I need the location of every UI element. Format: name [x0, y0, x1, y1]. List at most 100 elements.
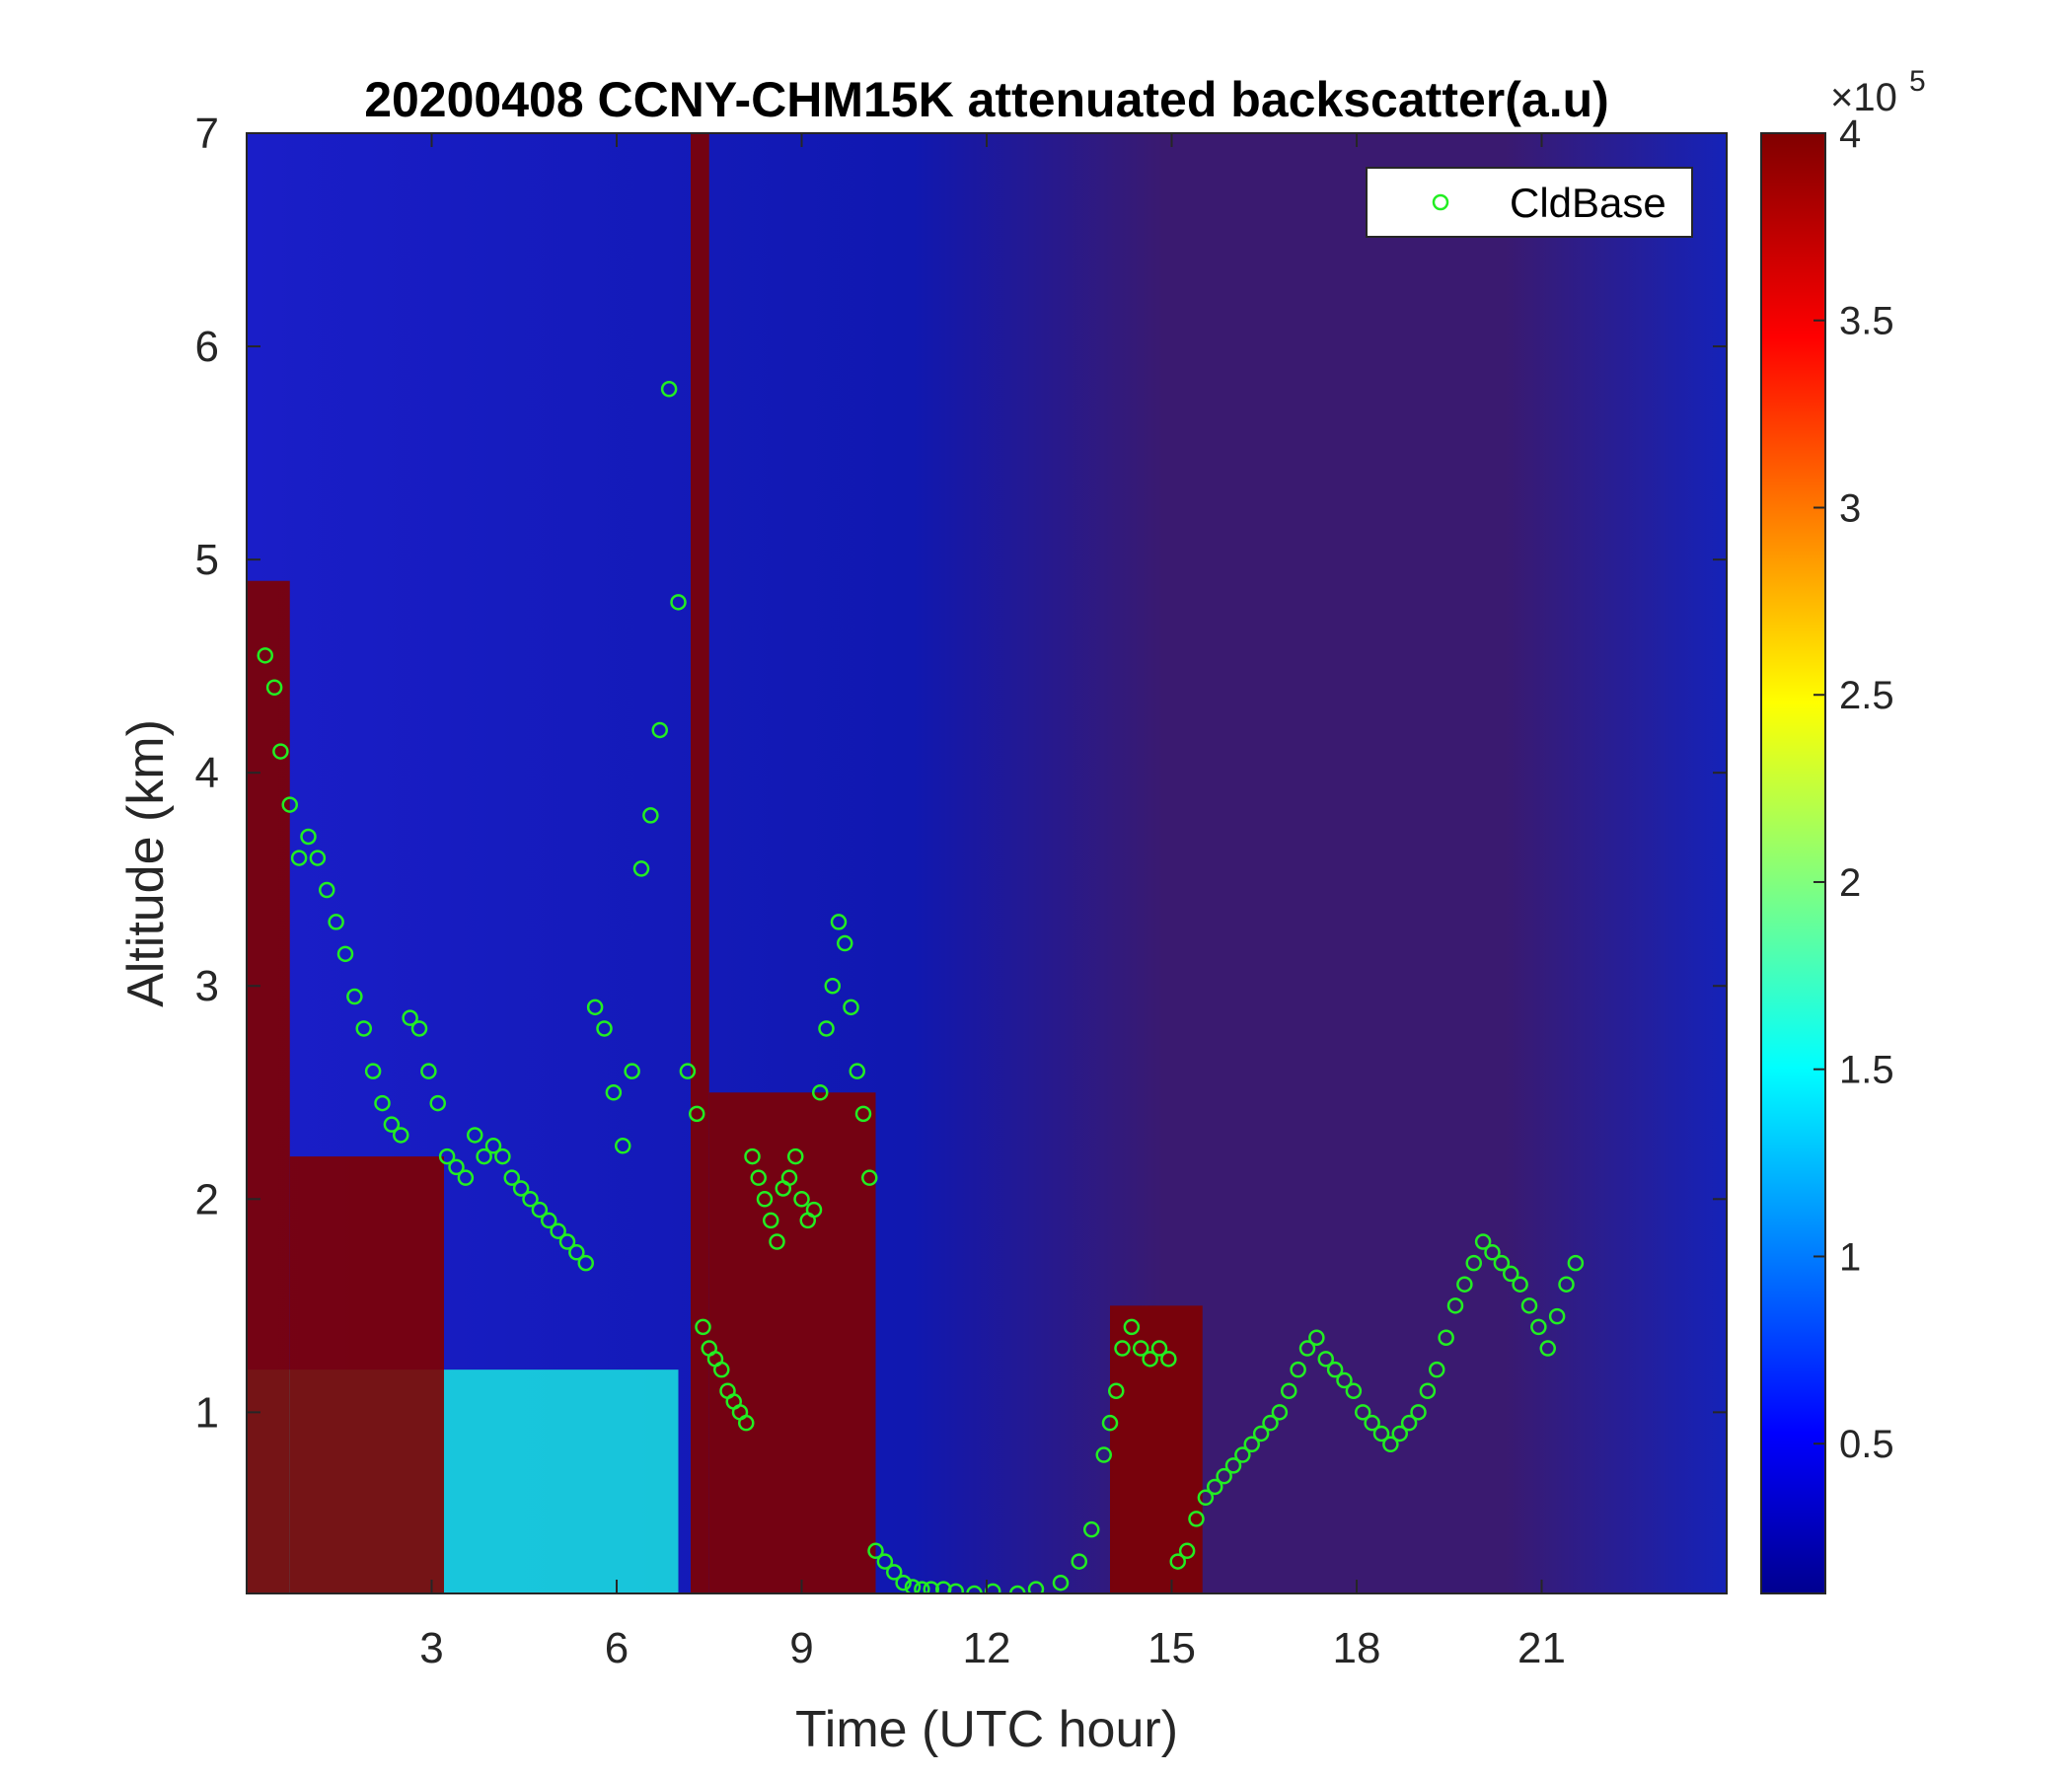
- colorbar-ticks: 0.5 1 1.5 2 2.5 3 3.5 4: [1813, 112, 1894, 1466]
- cldbase-point: [1567, 1254, 1585, 1272]
- colorbar-gradient: [1760, 132, 1826, 1594]
- cldbase-point: [1298, 1340, 1316, 1357]
- cldbase-point: [309, 850, 327, 866]
- cldbase-point: [402, 1009, 418, 1026]
- cldbase-point: [265, 679, 283, 697]
- cldbase-point: [1391, 1425, 1408, 1443]
- legend-label-cldbase: CldBase: [1510, 180, 1666, 226]
- cldbase-point: [624, 1063, 640, 1079]
- y-tick-label: 5: [195, 536, 219, 584]
- cldbase-point: [632, 860, 650, 877]
- cldbase-point: [843, 999, 859, 1016]
- cldbase-point: [854, 1105, 872, 1123]
- cldbase-point: [914, 1581, 930, 1593]
- cldbase-point: [429, 1094, 446, 1112]
- cldbase-point: [1520, 1297, 1538, 1314]
- cldbase-point: [1071, 1553, 1087, 1570]
- x-tick-label: 12: [963, 1624, 1011, 1672]
- cldbase-point: [895, 1574, 912, 1591]
- cldbase-point: [1150, 1340, 1168, 1357]
- heatmap-region: [289, 1156, 444, 1593]
- cldbase-point: [904, 1579, 922, 1593]
- x-tick-label: 15: [1147, 1624, 1196, 1672]
- cldbase-point: [1101, 1414, 1119, 1432]
- cldbase-point: [787, 1147, 804, 1165]
- cldbase-point: [1317, 1351, 1334, 1368]
- cldbase-point: [1027, 1581, 1045, 1593]
- cldbase-point: [257, 647, 273, 664]
- cldbase-point: [1188, 1511, 1205, 1527]
- cldbase-point: [1364, 1414, 1380, 1432]
- cldbase-point: [1539, 1340, 1556, 1357]
- cldbase-point: [830, 914, 848, 930]
- cldbase-point: [756, 1191, 774, 1208]
- cldbase-point: [1178, 1542, 1196, 1560]
- colorbar-tick-label: 0.5: [1839, 1423, 1894, 1466]
- cldbase-point: [467, 1127, 483, 1144]
- cldbase-point: [837, 934, 853, 952]
- cldbase-point: [642, 807, 659, 824]
- y-tick-label: 4: [195, 749, 219, 797]
- legend-box: [1366, 167, 1693, 238]
- colorbar-tick-label: 2.5: [1839, 674, 1894, 717]
- x-tick-label: 21: [1517, 1624, 1566, 1672]
- cldbase-point: [1009, 1585, 1026, 1593]
- cldbase-point: [383, 1116, 401, 1133]
- cldbase-point: [420, 1063, 437, 1079]
- cldbase-point: [568, 1244, 585, 1261]
- cldbase-point: [1419, 1382, 1437, 1399]
- cldbase-point: [1095, 1446, 1112, 1463]
- cldbase-point: [1108, 1382, 1125, 1399]
- cldbase-point: [818, 1020, 835, 1037]
- cldbase-point: [793, 1191, 810, 1208]
- cldbase-point: [558, 1233, 576, 1250]
- cldbase-point: [1382, 1436, 1399, 1453]
- cldbase-point: [364, 1063, 382, 1079]
- cldbase-point: [1224, 1457, 1242, 1474]
- colorbar-tick-label: 1.5: [1839, 1049, 1894, 1092]
- cldbase-point: [336, 945, 354, 963]
- cldbase-point: [374, 1094, 391, 1112]
- cldbase-point: [615, 1138, 631, 1154]
- cldbase-point: [1336, 1371, 1353, 1389]
- cldbase-point: [923, 1581, 939, 1593]
- colorbar-exponent: 5: [1909, 65, 1926, 98]
- cldbase-point: [503, 1169, 520, 1186]
- cldbase-point: [550, 1222, 566, 1239]
- cldbase-point: [410, 1020, 428, 1037]
- cldbase-point: [966, 1585, 983, 1593]
- heatmap-region: [1110, 1305, 1203, 1593]
- cldbase-point: [812, 1084, 829, 1101]
- cldbase-point: [849, 1063, 865, 1079]
- cldbase-point: [319, 881, 335, 899]
- legend-marker-icon: [1432, 193, 1449, 211]
- y-tick-label: 3: [195, 962, 219, 1010]
- x-tick-label: 18: [1333, 1624, 1381, 1672]
- colorbar-tick-label: 2: [1839, 861, 1861, 905]
- cldbase-point: [1052, 1574, 1070, 1591]
- cldbase-point: [438, 1147, 456, 1165]
- x-tick-label: 9: [789, 1624, 813, 1672]
- cldbase-point: [1234, 1446, 1251, 1463]
- x-axis: 3 6 9 12 15 18 21: [419, 133, 1566, 1672]
- x-tick-label: 6: [605, 1624, 629, 1672]
- cldbase-point: [947, 1583, 964, 1593]
- cldbase-point: [1372, 1425, 1390, 1443]
- cldbase-point: [1456, 1276, 1473, 1293]
- cldbase-point: [867, 1542, 884, 1560]
- cldbase-point: [1252, 1425, 1270, 1443]
- cldbase-point: [1216, 1467, 1232, 1485]
- heatmap-region: [708, 1092, 876, 1593]
- cldbase-point: [541, 1212, 557, 1229]
- cldbase-point: [1142, 1351, 1158, 1368]
- y-axis-label: Altitude (km): [117, 719, 175, 1007]
- cldbase-point: [1474, 1233, 1492, 1250]
- y-tick-label: 1: [195, 1388, 219, 1437]
- cldbase-point: [1548, 1307, 1566, 1325]
- colorbar-tick-label: 3.5: [1839, 300, 1894, 343]
- cldbase-point: [448, 1158, 465, 1176]
- cldbase-point: [577, 1254, 594, 1272]
- cldbase-point: [1308, 1329, 1325, 1346]
- colorbar-tick-label: 3: [1839, 486, 1861, 530]
